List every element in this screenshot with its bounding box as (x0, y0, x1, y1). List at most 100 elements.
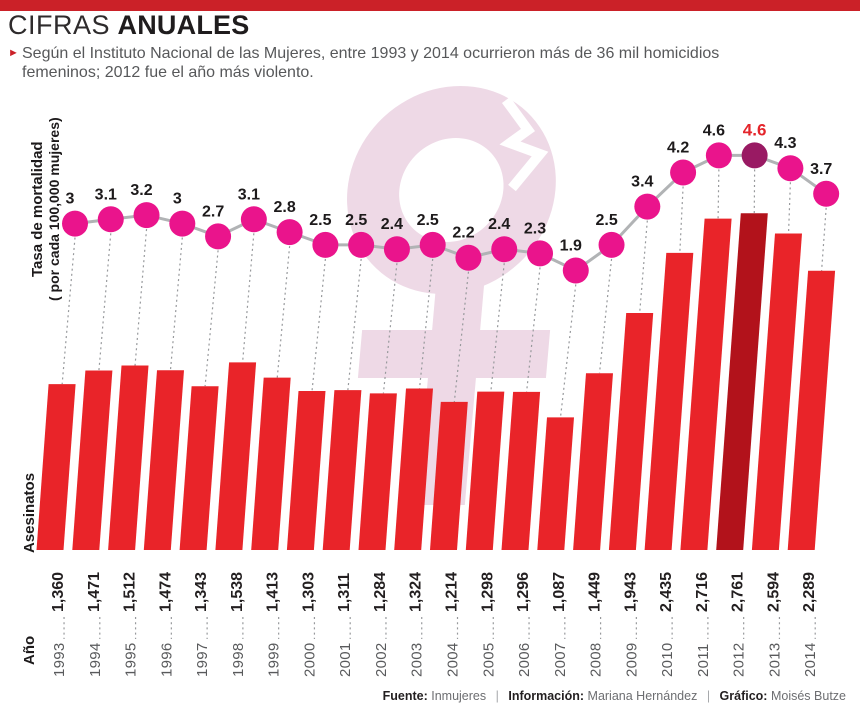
year-label-1996: 1996 (158, 642, 175, 677)
bar-2000 (286, 391, 326, 550)
bar-value-2003: 1,324 (408, 572, 425, 612)
credit-value: Moisés Butze (770, 689, 846, 703)
rate-label-2014: 3.7 (810, 161, 832, 178)
bar-value-1994: 1,471 (86, 572, 103, 612)
year-label-2000: 2000 (301, 642, 318, 677)
year-label-2007: 2007 (552, 642, 569, 677)
bar-1999 (251, 377, 291, 550)
year-label-1993: 1993 (51, 642, 68, 677)
female-symbol-crossbar (357, 330, 551, 378)
info-value: Mariana Hernández (587, 689, 698, 703)
info-label: Información: (508, 689, 585, 703)
bar-2007 (537, 417, 574, 550)
bar-1994 (72, 370, 113, 550)
year-label-1997: 1997 (194, 642, 211, 677)
dot-2011 (705, 142, 732, 169)
dropline-2011 (717, 169, 720, 219)
dropline-2014 (820, 207, 827, 271)
bar-2001 (322, 390, 362, 550)
credit-label: Gráfico: (719, 689, 768, 703)
bar-value-1997: 1,343 (193, 572, 210, 612)
rate-label-2009: 3.4 (631, 174, 653, 191)
rate-label-2003: 2.5 (417, 212, 439, 229)
dropline-2005 (490, 263, 505, 392)
dropline-1996 (169, 237, 183, 371)
bar-value-2006: 1,296 (515, 572, 532, 612)
bar-2002 (358, 393, 397, 550)
bar-2006 (501, 391, 541, 550)
bar-value-2002: 1,284 (372, 572, 389, 612)
dot-2009 (634, 193, 661, 220)
year-label-2014: 2014 (802, 642, 819, 677)
year-axis-label: Año (21, 636, 38, 665)
bar-value-1999: 1,413 (265, 572, 282, 612)
bar-value-2001: 1,311 (336, 573, 353, 612)
dropline-2009 (639, 220, 648, 314)
rate-label-2000: 2.5 (309, 212, 331, 229)
dot-2005 (491, 236, 518, 263)
year-label-1994: 1994 (87, 642, 104, 677)
rate-label-1995: 3.2 (130, 182, 152, 199)
dot-2007 (562, 257, 589, 284)
dot-2004 (455, 244, 482, 271)
dropline-2013 (787, 182, 791, 234)
dot-1994 (97, 206, 124, 233)
bar-value-2007: 1,087 (551, 572, 568, 612)
dropline-1998 (241, 233, 255, 363)
year-label-2002: 2002 (373, 642, 390, 677)
separator: | (706, 689, 711, 703)
rate-label-1998: 3.1 (238, 186, 260, 203)
year-label-2011: 2011 (695, 644, 712, 677)
dot-2014 (813, 180, 840, 207)
dot-1999 (276, 219, 303, 246)
dot-1997 (205, 223, 232, 250)
crack-icon (499, 97, 549, 192)
dropline-1995 (134, 229, 148, 366)
subtitle: ► Según el Instituto Nacional de las Muj… (8, 44, 788, 82)
rate-axis-label-line1: Tasa de mortalidad (29, 141, 46, 277)
dot-1998 (240, 206, 267, 233)
bar-value-2014: 2,289 (801, 572, 818, 612)
dot-2006 (527, 240, 554, 267)
source-value: Inmujeres (431, 689, 487, 703)
bar-2013 (751, 233, 802, 550)
bar-value-1998: 1,538 (229, 572, 246, 612)
rate-label-2011: 4.6 (703, 122, 725, 139)
dropline-1994 (98, 233, 112, 371)
dropline-2008 (598, 258, 613, 374)
rate-label-1993: 3 (66, 191, 75, 208)
rate-axis-label-line2: ( por cada 100,000 mujeres) (46, 117, 62, 301)
bar-value-2009: 1,943 (622, 572, 639, 612)
rate-label-1994: 3.1 (95, 186, 117, 203)
subtitle-line-1: Según el Instituto Nacional de las Mujer… (22, 45, 720, 62)
dot-2003 (419, 231, 446, 258)
rate-label-2006: 2.3 (524, 220, 546, 237)
year-label-1998: 1998 (230, 642, 247, 677)
bar-value-2013: 2,594 (765, 572, 782, 612)
rate-label-2001: 2.5 (345, 212, 367, 229)
year-label-2010: 2010 (659, 642, 676, 677)
year-label-1999: 1999 (266, 642, 283, 677)
dropline-1999 (276, 246, 291, 378)
year-label-1995: 1995 (123, 642, 140, 677)
year-label-2004: 2004 (445, 642, 462, 677)
dot-1996 (169, 210, 196, 237)
year-label-2005: 2005 (480, 642, 497, 677)
rate-label-2004: 2.2 (452, 225, 474, 242)
year-label-2009: 2009 (623, 642, 640, 677)
dot-2012 (741, 142, 768, 169)
bar-1997 (179, 386, 219, 550)
dropline-2006 (525, 267, 541, 392)
year-label-2001: 2001 (337, 642, 354, 677)
dot-2002 (383, 236, 410, 263)
bar-2011 (680, 218, 732, 550)
year-label-2003: 2003 (409, 642, 426, 677)
rate-label-1996: 3 (173, 191, 182, 208)
dropline-2001 (347, 258, 362, 391)
subtitle-line-2: femeninos; 2012 fue el año más violento. (22, 64, 314, 81)
bar-2009 (608, 313, 654, 550)
dot-2001 (348, 231, 375, 258)
rate-label-2012: 4.6 (743, 120, 767, 139)
dropline-1993 (61, 237, 76, 385)
